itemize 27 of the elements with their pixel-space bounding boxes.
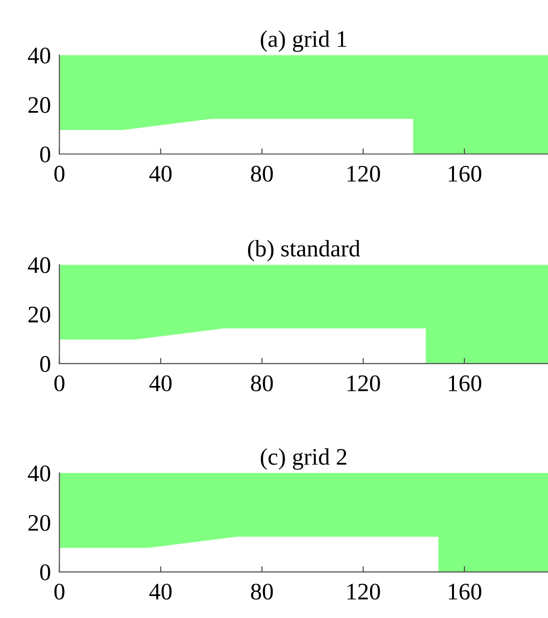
y-tick-label: 0 xyxy=(40,356,50,372)
x-tick-label: 80 xyxy=(251,375,273,392)
y-tick-label: 0 xyxy=(40,146,50,162)
x-tick-label: 160 xyxy=(448,166,482,182)
x-tick-label: 40 xyxy=(149,375,172,392)
chart-title: (b) standard xyxy=(248,240,360,262)
x-tick-label: 160 xyxy=(448,584,482,600)
y-tick-label: 40 xyxy=(28,466,50,482)
y-tick-label: 40 xyxy=(28,48,50,64)
y-tick-label: 20 xyxy=(28,306,50,323)
y-tick-label: 20 xyxy=(28,514,50,531)
x-tick-label: 120 xyxy=(348,584,380,600)
x-tick-label: 120 xyxy=(348,375,380,392)
x-tick-label: 80 xyxy=(251,166,273,182)
chart-title: (a) grid 1 xyxy=(260,30,346,52)
chart-title: (c) grid 2 xyxy=(260,448,346,470)
y-tick-label: 20 xyxy=(28,97,50,113)
x-tick-label: 120 xyxy=(348,166,380,182)
y-tick-label: 0 xyxy=(40,564,50,580)
x-tick-label: 0 xyxy=(54,166,64,182)
x-tick-label: 40 xyxy=(149,584,172,600)
x-tick-label: 80 xyxy=(251,584,273,600)
y-tick-label: 40 xyxy=(28,257,50,274)
x-tick-label: 160 xyxy=(448,375,482,392)
x-tick-label: 40 xyxy=(149,166,172,182)
x-tick-label: 0 xyxy=(54,375,64,392)
x-tick-label: 0 xyxy=(54,584,64,600)
